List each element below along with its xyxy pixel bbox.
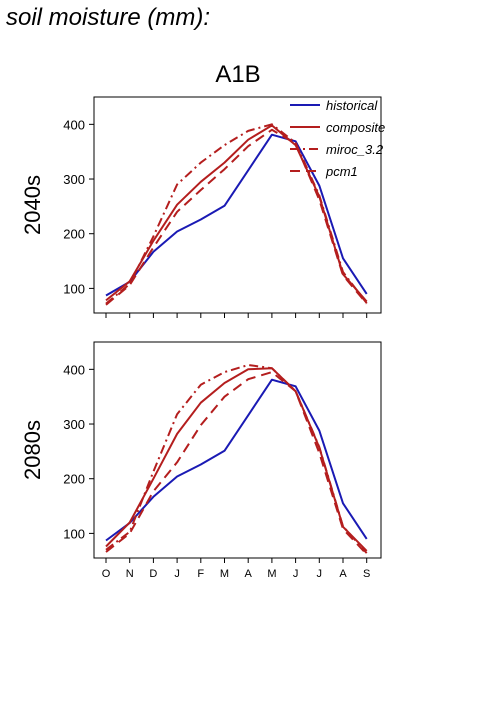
legend-label: pcm1 [325, 164, 358, 179]
legend-label: historical [326, 98, 378, 113]
x-tick-label: A [245, 568, 253, 580]
y-axis-label: 2040s [20, 175, 45, 235]
series-line-miroc-3-2 [105, 123, 368, 305]
x-tick-label: F [197, 568, 204, 580]
x-tick-label: M [267, 568, 276, 580]
y-tick-label: 100 [63, 526, 85, 541]
series-line-historical [105, 133, 368, 297]
series-line-historical [105, 378, 368, 542]
chart-title: A1B [215, 61, 260, 88]
page-title: soil moisture (mm): [6, 4, 211, 31]
y-tick-label: 200 [63, 227, 85, 242]
series-line-composite [105, 367, 368, 552]
x-tick-label: J [174, 568, 180, 580]
x-tick-label: S [363, 568, 370, 580]
y-tick-label: 300 [63, 172, 85, 187]
legend-label: composite [326, 120, 385, 135]
series-line-pcm1 [105, 128, 368, 306]
y-axis-label: 2080s [20, 420, 45, 480]
x-tick-label: J [317, 568, 323, 580]
x-tick-label: O [102, 568, 111, 580]
y-tick-label: 300 [63, 417, 85, 432]
legend-label: miroc_3.2 [326, 142, 384, 157]
series-line-pcm1 [105, 371, 368, 555]
y-tick-label: 400 [63, 362, 85, 377]
y-tick-label: 200 [63, 472, 85, 487]
x-tick-label: A [339, 568, 347, 580]
plot-frame [93, 341, 382, 559]
y-tick-label: 400 [63, 117, 85, 132]
x-tick-label: N [126, 568, 134, 580]
x-tick-label: M [220, 568, 229, 580]
x-tick-label: J [293, 568, 299, 580]
plot-frame [93, 96, 382, 314]
y-tick-label: 100 [63, 281, 85, 296]
series-line-miroc-3-2 [105, 364, 368, 554]
x-tick-label: D [149, 568, 157, 580]
